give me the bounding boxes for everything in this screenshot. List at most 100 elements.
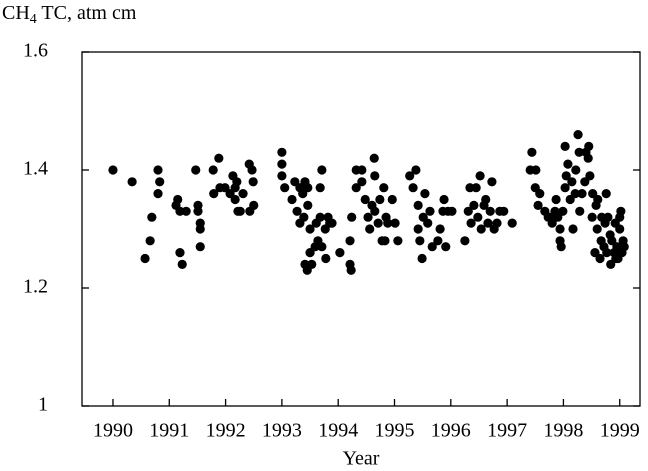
point (568, 224, 578, 234)
point (214, 153, 224, 163)
point (175, 248, 185, 258)
point (230, 194, 240, 205)
point (363, 212, 373, 222)
point (602, 248, 612, 258)
point (556, 242, 566, 252)
y-label-sub: 4 (30, 12, 37, 27)
point (347, 212, 357, 222)
point (408, 183, 418, 193)
point (435, 224, 445, 234)
point (360, 194, 370, 205)
point (585, 171, 595, 181)
point (393, 236, 403, 246)
point (592, 224, 602, 234)
point (601, 189, 611, 199)
point (574, 147, 584, 157)
point (232, 177, 242, 187)
y-label-rest: TC, atm cm (37, 2, 137, 24)
point (413, 224, 423, 234)
y-tick-label: 1.6 (23, 40, 48, 62)
point (417, 253, 427, 264)
point (173, 194, 183, 205)
point (575, 206, 585, 216)
point (373, 218, 383, 228)
point (369, 153, 379, 163)
point (471, 183, 481, 193)
point (249, 200, 259, 210)
point (487, 177, 497, 187)
point (558, 206, 568, 216)
point (413, 200, 423, 210)
point (315, 212, 325, 222)
plot-frame (81, 51, 641, 407)
point (615, 212, 625, 222)
point (547, 218, 557, 228)
point (193, 206, 203, 216)
y-tick-label: 1.2 (23, 276, 48, 298)
point (345, 236, 355, 246)
point (387, 194, 397, 205)
point (551, 194, 561, 205)
point (567, 177, 577, 187)
point (357, 165, 367, 175)
point (191, 165, 201, 175)
point (481, 194, 491, 205)
x-tick-label: 1994 (318, 420, 358, 442)
x-tick-label: 1996 (431, 420, 471, 442)
point (560, 141, 570, 151)
point (411, 165, 421, 175)
point (570, 189, 580, 199)
point (305, 224, 315, 234)
point (531, 165, 541, 175)
point (145, 236, 155, 246)
point (315, 183, 325, 193)
point (583, 153, 593, 163)
point (420, 189, 430, 199)
point (573, 130, 583, 140)
point (208, 165, 218, 175)
point (277, 171, 287, 181)
point (379, 183, 389, 193)
point (335, 248, 345, 258)
point (277, 159, 287, 169)
point (370, 206, 380, 216)
point (619, 242, 629, 252)
point (405, 171, 415, 181)
point (247, 165, 257, 175)
y-tick-label: 1 (38, 394, 48, 416)
point (425, 206, 435, 216)
point (466, 218, 476, 228)
point (346, 265, 356, 275)
point (499, 206, 509, 216)
x-tick-label: 1998 (543, 420, 583, 442)
point (351, 183, 361, 193)
point (584, 141, 594, 151)
point (439, 194, 449, 205)
x-tick-label: 1991 (149, 420, 189, 442)
point (317, 165, 327, 175)
point (307, 259, 317, 269)
y-tick-label: 1.4 (23, 158, 48, 180)
point (153, 189, 163, 199)
point (476, 224, 486, 234)
point (292, 206, 302, 216)
point (327, 218, 337, 228)
point (235, 206, 245, 216)
point (321, 253, 331, 264)
point (277, 147, 287, 157)
point (375, 194, 385, 205)
point (280, 183, 290, 193)
y-axis-label: CH4 TC, atm cm (2, 2, 137, 28)
point (390, 218, 400, 228)
point (181, 206, 191, 216)
point (473, 212, 483, 222)
point (475, 171, 485, 181)
x-tick-label: 1997 (487, 420, 527, 442)
x-tick-label: 1990 (93, 420, 133, 442)
point (587, 212, 597, 222)
y-label-main: CH (2, 2, 30, 24)
point (469, 200, 479, 210)
point (303, 200, 313, 210)
point (248, 177, 258, 187)
